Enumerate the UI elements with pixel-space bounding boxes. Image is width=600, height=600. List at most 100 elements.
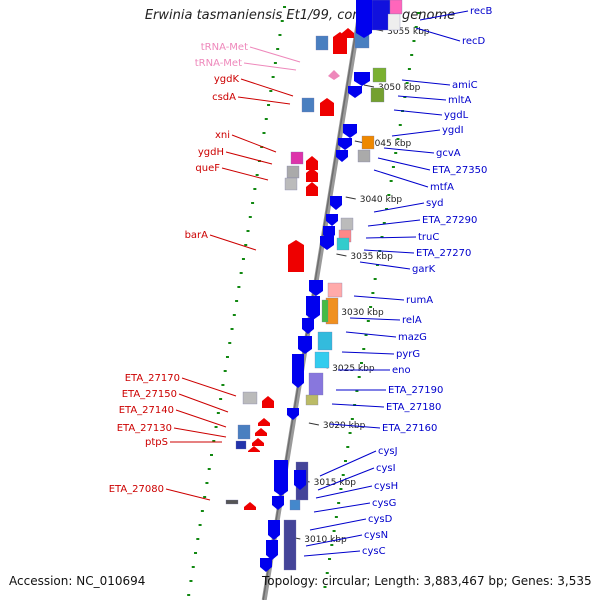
tick-mark-inner bbox=[417, 12, 421, 14]
left-gene-label: ETA_27150 bbox=[122, 389, 177, 400]
right-label-leader bbox=[315, 485, 373, 499]
reverse-gene-arrow bbox=[354, 72, 370, 86]
right-label-leader bbox=[341, 351, 395, 355]
gene-block bbox=[308, 372, 324, 396]
tick-mark-outer bbox=[223, 370, 227, 372]
tick-mark-outer bbox=[191, 566, 195, 568]
left-label-leader bbox=[175, 409, 227, 428]
tick-mark-inner bbox=[332, 530, 336, 532]
scale-label: 3020 kbp bbox=[323, 421, 366, 431]
tick-mark-outer bbox=[228, 342, 232, 344]
left-gene-label: csdA bbox=[212, 92, 236, 103]
tick-mark-outer bbox=[276, 48, 280, 50]
right-label-leader bbox=[353, 295, 405, 301]
forward-gene-arrow bbox=[306, 168, 318, 182]
reverse-gene-arrow bbox=[268, 520, 280, 540]
left-label-leader bbox=[243, 62, 297, 71]
tick-mark-inner bbox=[328, 558, 332, 560]
forward-gene-arrow bbox=[342, 28, 354, 38]
tick-mark-inner bbox=[348, 432, 352, 434]
right-gene-label: cysC bbox=[362, 546, 386, 557]
left-label-leader bbox=[231, 134, 277, 153]
gene-block bbox=[289, 499, 301, 511]
left-label-leader bbox=[240, 78, 294, 97]
right-label-leader bbox=[345, 331, 397, 338]
tick-mark-outer bbox=[212, 440, 216, 442]
scale-tick bbox=[363, 84, 375, 88]
tick-mark-outer bbox=[221, 384, 225, 386]
scale-label: 3035 kbp bbox=[350, 252, 393, 262]
gene-block bbox=[321, 299, 329, 323]
tick-mark-outer bbox=[216, 412, 220, 414]
right-label-leader bbox=[373, 169, 429, 188]
gene-block bbox=[225, 499, 239, 505]
reverse-gene-arrow bbox=[309, 280, 323, 296]
right-gene-label: ETA_27350 bbox=[432, 165, 487, 176]
tick-mark-outer bbox=[232, 314, 236, 316]
gene-labels: tRNA-Met tRNA-Met ygdK csdA xni ygdH queF barA E… bbox=[109, 6, 493, 557]
reverse-gene-arrow bbox=[298, 336, 312, 354]
tick-mark-inner bbox=[373, 278, 377, 280]
left-gene-label: tRNA-Met bbox=[195, 58, 242, 69]
tick-mark-outer bbox=[194, 552, 198, 554]
right-gene-label: mtfA bbox=[430, 182, 454, 193]
tick-mark-outer bbox=[251, 202, 255, 204]
tick-mark-inner bbox=[325, 572, 329, 574]
topology-text: Topology: circular; Length: 3,883,467 bp… bbox=[262, 574, 592, 588]
tick-mark-inner bbox=[391, 166, 395, 168]
left-gene-label: ygdH bbox=[198, 147, 224, 158]
tick-mark-inner bbox=[346, 446, 350, 448]
tick-mark-inner bbox=[323, 586, 327, 588]
right-label-leader bbox=[319, 450, 377, 477]
tick-mark-inner bbox=[410, 54, 414, 56]
right-label-leader bbox=[419, 10, 469, 21]
tick-mark-outer bbox=[246, 230, 250, 232]
tick-mark-inner bbox=[380, 236, 384, 238]
tick-mark-inner bbox=[389, 180, 393, 182]
tick-mark-outer bbox=[237, 286, 241, 288]
right-gene-label: gcvA bbox=[436, 148, 461, 159]
tick-mark-outer bbox=[207, 468, 211, 470]
left-gene-label: queF bbox=[195, 163, 220, 174]
gene-block bbox=[305, 394, 319, 406]
trna-marker bbox=[328, 70, 340, 80]
reverse-gene-arrow bbox=[320, 236, 334, 250]
left-label-leader bbox=[221, 167, 269, 181]
right-label-leader bbox=[349, 317, 401, 321]
tick-mark-outer bbox=[280, 20, 284, 22]
reverse-gene-arrow bbox=[287, 408, 299, 420]
tick-mark-inner bbox=[341, 474, 345, 476]
reverse-gene-arrow bbox=[302, 318, 314, 334]
tick-mark-inner bbox=[394, 152, 398, 154]
gene-block bbox=[283, 519, 297, 571]
reverse-gene-arrow bbox=[306, 296, 320, 320]
left-label-leader bbox=[181, 377, 237, 397]
right-gene-label: truC bbox=[418, 232, 439, 243]
tick-mark-outer bbox=[239, 272, 243, 274]
scale-tick bbox=[345, 196, 356, 200]
gene-block bbox=[389, 0, 403, 15]
tick-mark-outer bbox=[244, 244, 248, 246]
reverse-gene-arrow bbox=[356, 0, 372, 38]
forward-gene-arrow bbox=[320, 98, 334, 116]
tick-mark-inner bbox=[339, 488, 343, 490]
scale-label: 3025 kbp bbox=[332, 364, 375, 374]
scale-tick bbox=[336, 253, 347, 257]
tick-mark-outer bbox=[189, 580, 193, 582]
tick-mark-outer bbox=[248, 216, 252, 218]
reverse-gene-arrow bbox=[292, 354, 304, 388]
scale-label: 3055 kbp bbox=[387, 27, 430, 37]
right-label-leader bbox=[365, 236, 417, 239]
right-label-leader bbox=[359, 261, 411, 270]
right-gene-label: ETA_27270 bbox=[416, 248, 471, 259]
forward-gene-arrow bbox=[258, 418, 270, 426]
gene-block bbox=[286, 165, 300, 179]
left-label-leader bbox=[237, 96, 291, 105]
left-label-leader bbox=[209, 234, 257, 251]
right-label-leader bbox=[331, 403, 385, 408]
right-gene-label: cysI bbox=[376, 463, 396, 474]
forward-gene-arrow bbox=[248, 446, 260, 452]
left-label-leader bbox=[165, 488, 211, 501]
right-gene-label: ygdL bbox=[444, 110, 469, 121]
